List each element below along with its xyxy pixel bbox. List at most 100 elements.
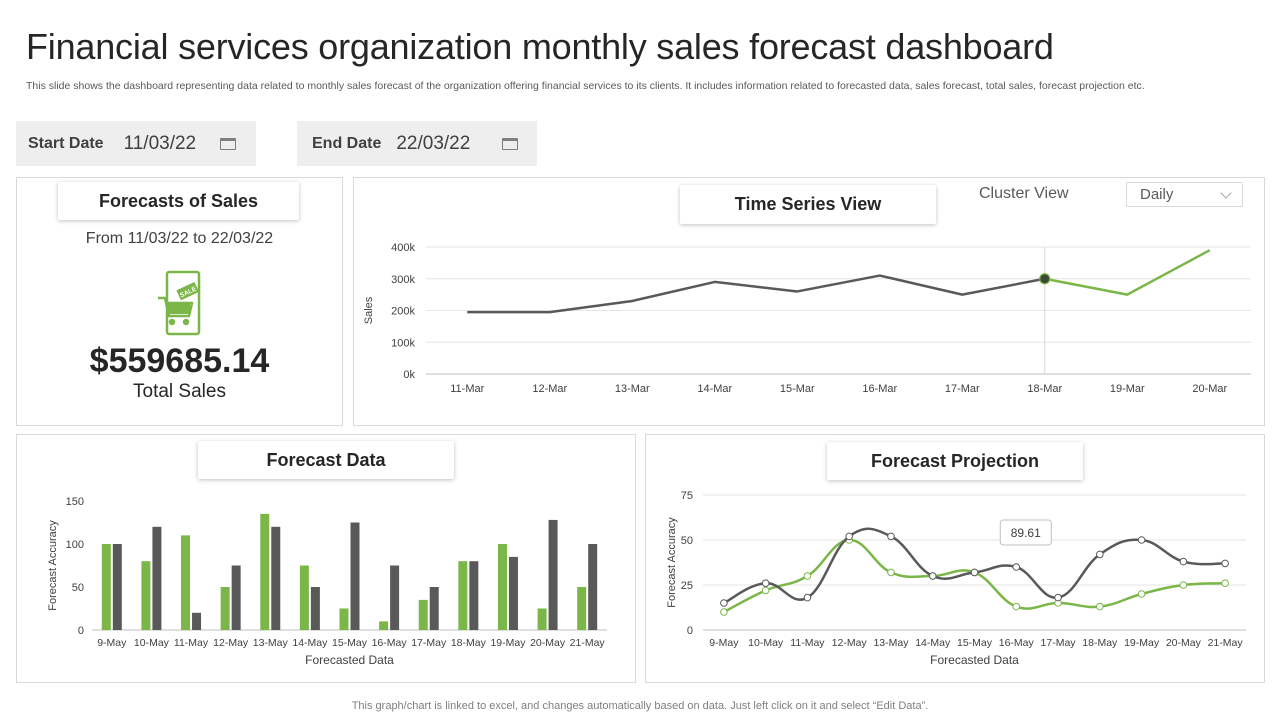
x-tick-label: 13-Mar [615, 383, 650, 395]
bar-2 [469, 561, 479, 630]
forecast-data-chart[interactable]: 0 50 100 150 9-May 10-May 11-May 12-May 13-May 14… [17, 435, 635, 682]
x-tick-label: 16-May [372, 637, 408, 649]
end-date-value[interactable]: 22/03/22 [396, 132, 471, 154]
data-point-1 [720, 599, 728, 607]
x-tick-label: 9-May [709, 637, 739, 649]
x-tick-label: 12-Mar [532, 383, 567, 395]
bar-1 [339, 608, 349, 630]
y-axis-label: Sales [363, 296, 375, 324]
data-point-2 [1012, 602, 1021, 611]
x-tick-label: 21-May [1208, 637, 1244, 649]
data-point-1 [1012, 563, 1021, 571]
x-tick-label: 10-May [748, 637, 784, 649]
current-point-marker [1039, 273, 1051, 285]
bar-1 [141, 561, 151, 630]
bar-1 [458, 561, 468, 630]
bar-2 [152, 526, 162, 630]
data-point-1 [928, 572, 937, 580]
x-tick-label: 11-May [174, 637, 209, 649]
time-series-chart[interactable]: 0k 100k 200k 300k 400k 11-Mar 12-Mar 13-Mar 14-M… [354, 178, 1264, 425]
y-axis-label: Forecast Accuracy [666, 517, 678, 608]
x-tick-label: 15-May [957, 637, 993, 649]
bar-1 [181, 535, 191, 630]
x-tick-label: 15-May [332, 637, 368, 649]
period-select[interactable]: Daily [1126, 182, 1243, 207]
bar-1 [220, 587, 230, 630]
x-tick-label: 19-Mar [1110, 383, 1145, 395]
forecast-projection-panel: Forecast Projection 0 25 50 75 9-May 10-May 11… [645, 434, 1265, 683]
x-tick-label: 13-May [873, 637, 909, 649]
start-date-value[interactable]: 11/03/22 [123, 132, 197, 154]
bar-2 [588, 544, 598, 630]
data-point-1 [1054, 593, 1062, 602]
data-point-2 [761, 586, 770, 595]
footer-note: This graph/chart is linked to excel, and… [351, 700, 929, 712]
x-tick-label: 9-May [97, 637, 127, 649]
x-tick-label: 14-May [292, 637, 328, 649]
data-point-2 [803, 572, 812, 580]
y-tick-label: 300k [391, 274, 415, 286]
bar-2 [310, 587, 320, 630]
forecast-data-panel: Forecast Data 0 50 100 150 9-May 10-May 11-May… [16, 434, 636, 683]
forecasts-of-sales-title: Forecasts of Sales [58, 182, 299, 220]
x-tick-label: 19-May [490, 637, 526, 649]
x-tick-label: 20-May [1166, 637, 1202, 649]
x-tick-label: 11-Mar [450, 383, 484, 395]
time-series-panel: Time Series View Cluster View Daily 0k 10… [353, 177, 1265, 426]
y-tick-label: 0 [78, 625, 84, 637]
x-axis-label: Forecasted Data [305, 653, 394, 667]
bar-2 [390, 565, 400, 630]
annotation-callout [999, 519, 1052, 546]
x-axis-label: Forecasted Data [930, 653, 1019, 667]
data-point-1 [1221, 559, 1229, 568]
total-sales-value: $559685.14 [89, 342, 270, 380]
calendar-icon[interactable] [220, 138, 236, 150]
x-tick-label: 18-Mar [1027, 383, 1062, 395]
end-date-filter[interactable]: End Date 22/03/22 [297, 121, 537, 166]
y-tick-label: 100k [391, 337, 415, 349]
end-date-label: End Date [312, 134, 382, 152]
bar-2 [350, 522, 360, 630]
x-tick-label: 13-May [253, 637, 289, 649]
bar-2 [112, 544, 122, 630]
forecast-projection-chart[interactable]: 0 25 50 75 9-May 10-May 11-May 12-May 13-May 14-M… [646, 435, 1264, 682]
bar-2 [508, 556, 518, 630]
sales-date-range: From 11/03/22 to 22/03/22 [85, 230, 274, 247]
shopping-cart-phone-icon: SALE [158, 270, 201, 336]
forecast-projection-title: Forecast Projection [827, 442, 1083, 480]
data-point-2 [1221, 579, 1229, 587]
y-axis-label: Forecast Accuracy [47, 520, 59, 611]
bar-1 [418, 599, 428, 630]
data-point-1 [1179, 557, 1188, 566]
x-tick-label: 20-Mar [1192, 383, 1227, 395]
start-date-label: Start Date [28, 134, 104, 152]
total-sales-label: Total Sales [133, 381, 226, 402]
page-description: This slide shows the dashboard represent… [26, 80, 1145, 92]
bar-1 [101, 544, 111, 630]
x-tick-label: 10-May [134, 637, 170, 649]
y-tick-label: 200k [391, 306, 415, 318]
data-point-1 [803, 593, 812, 602]
bar-2 [548, 519, 558, 630]
data-point-1 [970, 568, 979, 577]
y-tick-label: 50 [681, 535, 693, 547]
data-point-2 [720, 608, 728, 616]
bar-1 [537, 608, 547, 630]
period-select-value: Daily [1140, 186, 1174, 203]
calendar-icon[interactable] [502, 138, 518, 150]
page-title: Financial services organization monthly … [26, 26, 1054, 67]
x-tick-label: 21-May [570, 637, 606, 649]
x-tick-label: 17-May [1041, 637, 1077, 649]
y-tick-label: 50 [72, 582, 84, 594]
y-tick-label: 150 [66, 496, 84, 508]
x-tick-label: 16-May [999, 637, 1035, 649]
data-point-2 [1179, 581, 1188, 589]
annotation-label: 89.61 [1011, 526, 1041, 540]
x-tick-label: 18-May [451, 637, 487, 649]
x-tick-label: 15-Mar [780, 383, 815, 395]
series-line-1 [467, 274, 1045, 314]
bar-2 [429, 587, 439, 630]
data-point-2 [1137, 590, 1146, 598]
start-date-filter[interactable]: Start Date 11/03/22 [16, 121, 256, 166]
y-tick-label: 0 [687, 625, 693, 637]
